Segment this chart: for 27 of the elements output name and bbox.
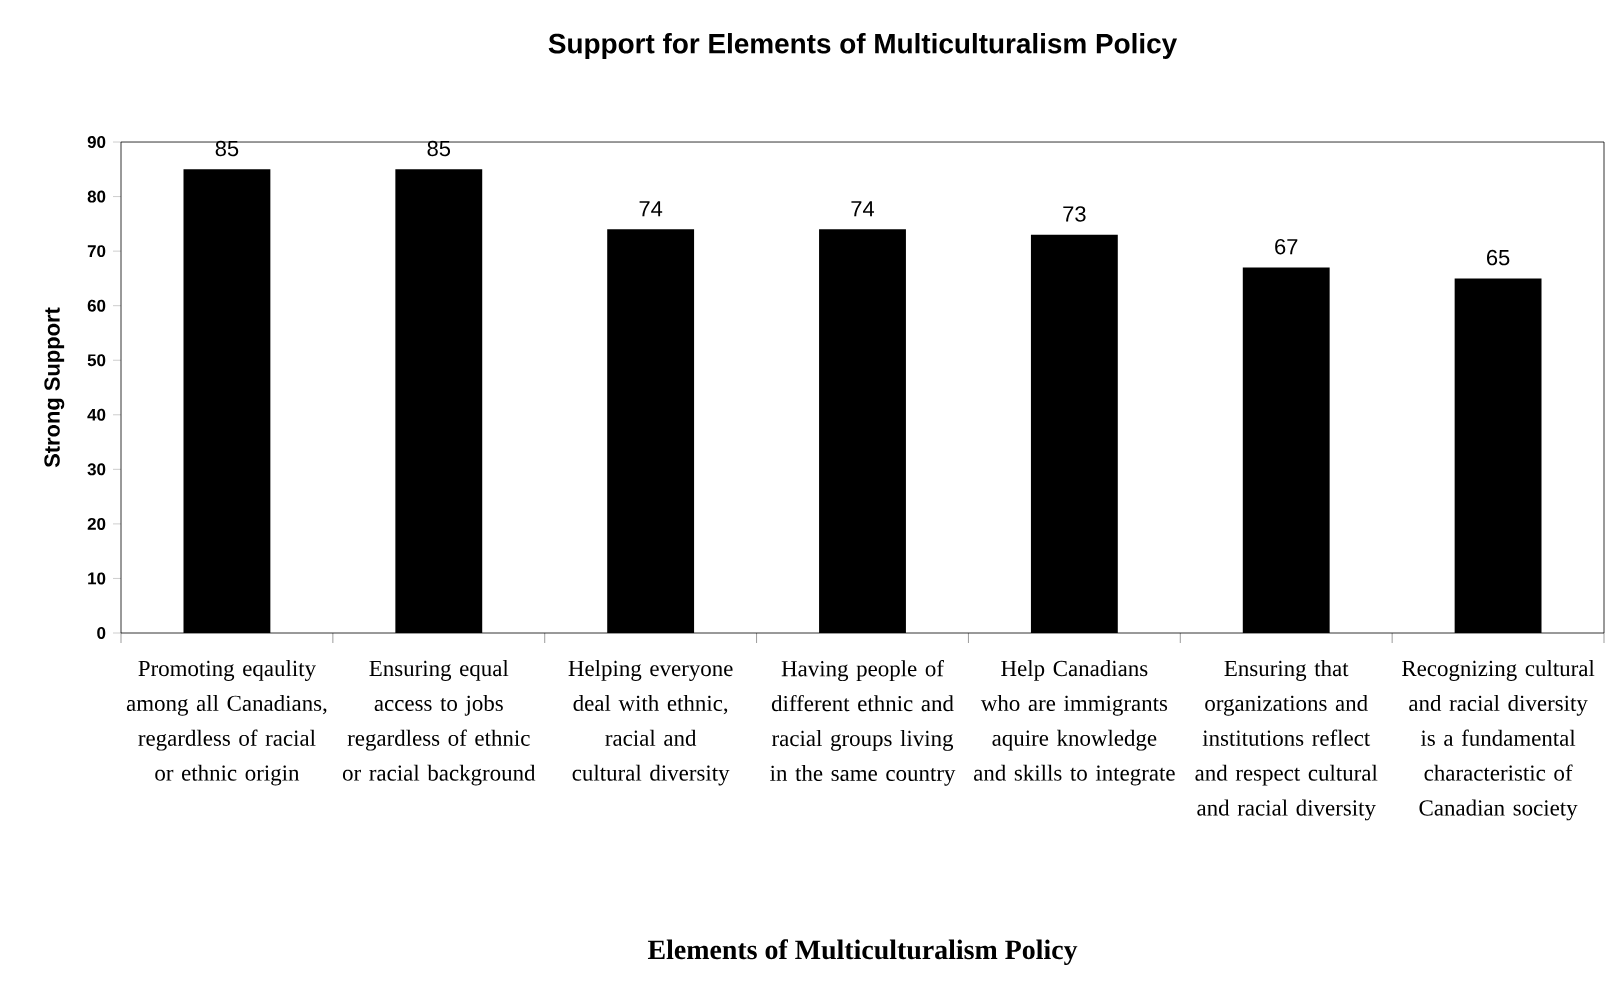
x-tick-label: Having people of different ethnic and racial groups living in the same country: [770, 660, 956, 786]
x-tick-label: Ensuring that organizations and institutions reflect and respect cultural and racial diversity: [1195, 660, 1378, 821]
x-tick-label: Promoting eqaulity among all Canadians, regardless of racial or ethnic origin: [126, 660, 327, 786]
y-tick-label: 50: [87, 354, 106, 367]
data-label: 85: [215, 140, 239, 157]
data-label: 74: [851, 201, 875, 217]
y-tick-label: 90: [87, 136, 106, 148]
x-tick-label: Ensuring equal access to jobs regardless of ethnic or racial background: [342, 660, 536, 786]
y-tick-label: 40: [87, 408, 106, 421]
data-label: 67: [1275, 238, 1298, 255]
data-label: 73: [1063, 206, 1086, 222]
y-tick-label: 10: [88, 572, 106, 585]
y-tick-label: 0: [97, 627, 106, 639]
y-axis-title: Strong Support: [44, 307, 65, 468]
data-label: 74: [639, 201, 663, 217]
chart-title: Support for Elements of Multiculturalism Policy: [548, 33, 1178, 60]
x-tick-label: Recognizing cultural and racial diversity is a fundamental characteristic of Canadian society: [1402, 660, 1595, 821]
x-tick-label: Help Canadians who are immigrants aquire knowledge and skills to integrate: [973, 660, 1175, 786]
data-label: 65: [1487, 249, 1510, 266]
y-tick-label: 60: [87, 299, 106, 312]
y-tick-label: 30: [87, 463, 106, 476]
x-axis-title: Elements of Multiculturalism Policy: [647, 939, 1078, 965]
data-label: 85: [427, 140, 451, 157]
y-tick-label: 70: [87, 245, 106, 258]
y-tick-label: 20: [87, 517, 106, 530]
y-tick-label: 80: [87, 190, 106, 203]
x-tick-label: Helping everyone deal with ethnic, racial and cultural diversity: [568, 660, 733, 786]
